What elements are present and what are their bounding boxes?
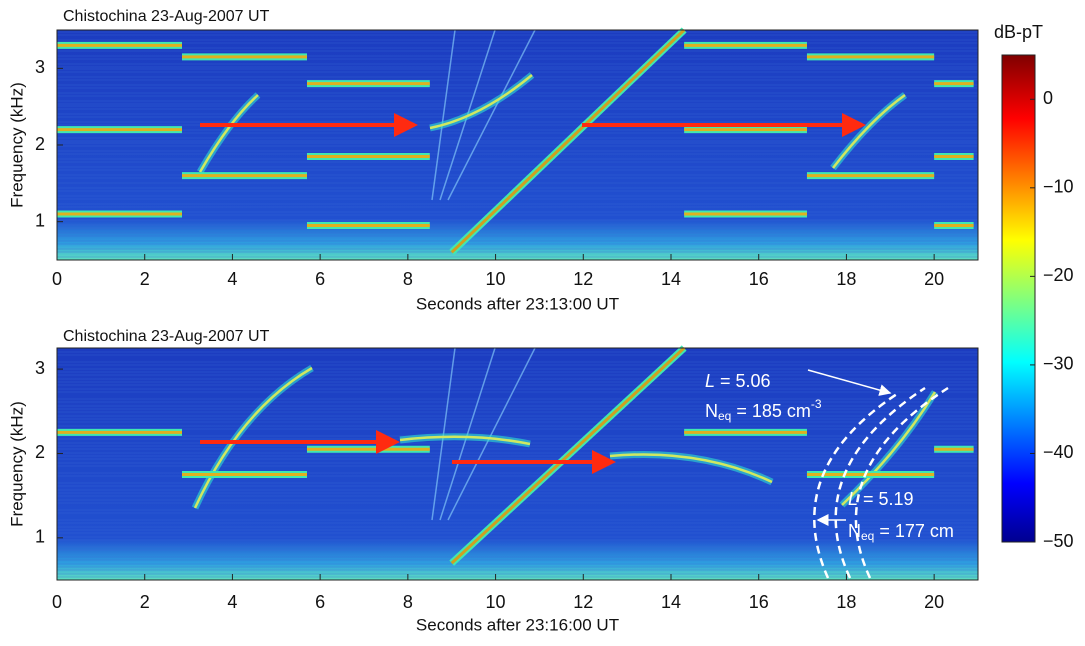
whistler bbox=[841, 391, 937, 506]
x-tick-label: 16 bbox=[749, 269, 769, 289]
y-axis-label: Frequency (kHz) bbox=[7, 82, 26, 208]
annotation: Neq = 185 cm-3 bbox=[705, 397, 822, 423]
x-tick-label: 4 bbox=[227, 592, 237, 612]
annotation-sub: eq bbox=[861, 529, 874, 543]
annotation-sup: -3 bbox=[811, 397, 822, 411]
x-tick-label: 12 bbox=[573, 269, 593, 289]
dashed-curve bbox=[854, 386, 949, 579]
plot-frame bbox=[56, 347, 979, 581]
x-axis-label: Seconds after 23:16:00 UT bbox=[416, 615, 619, 634]
colorbar-tick-label: −10 bbox=[1043, 177, 1074, 197]
annotation: Neq = 177 cm bbox=[848, 521, 954, 543]
colorbar-tick-label: −20 bbox=[1043, 265, 1074, 285]
x-tick-label: 20 bbox=[924, 269, 944, 289]
x-tick-label: 18 bbox=[836, 269, 856, 289]
x-tick-label: 2 bbox=[140, 269, 150, 289]
plot-background bbox=[57, 30, 978, 260]
whistler bbox=[399, 435, 531, 446]
x-tick-label: 14 bbox=[661, 269, 681, 289]
faint-sweep bbox=[447, 347, 536, 521]
annotation-sub: eq bbox=[718, 409, 731, 423]
x-tick-label: 18 bbox=[836, 592, 856, 612]
dashed-curve bbox=[834, 386, 926, 579]
x-tick-label: 6 bbox=[315, 269, 325, 289]
annotation-var: L bbox=[848, 489, 858, 509]
x-tick-label: 20 bbox=[924, 592, 944, 612]
x-tick-label: 10 bbox=[486, 269, 506, 289]
y-tick-label: 2 bbox=[35, 442, 45, 462]
annotation-var: N bbox=[705, 401, 718, 421]
colorbar-label: dB-pT bbox=[994, 22, 1043, 42]
annotation-rest: = 5.19 bbox=[858, 489, 914, 509]
x-tick-label: 16 bbox=[749, 592, 769, 612]
y-tick-label: 3 bbox=[35, 358, 45, 378]
chart-title: Chistochina 23-Aug-2007 UT bbox=[63, 8, 270, 25]
y-tick-label: 3 bbox=[35, 57, 45, 77]
annotation: L = 5.19 bbox=[848, 489, 914, 509]
x-tick-label: 4 bbox=[227, 269, 237, 289]
sweep bbox=[450, 28, 686, 254]
x-tick-label: 12 bbox=[573, 592, 593, 612]
colorbar-tick-label: −40 bbox=[1043, 442, 1074, 462]
x-tick-label: 2 bbox=[140, 592, 150, 612]
x-tick-label: 0 bbox=[52, 592, 62, 612]
faint-sweep bbox=[431, 29, 456, 201]
annotation-rest: = 185 cm bbox=[731, 401, 811, 421]
y-tick-label: 2 bbox=[35, 134, 45, 154]
faint-sweep bbox=[447, 29, 536, 201]
sweep bbox=[450, 346, 686, 565]
colorbar bbox=[1001, 54, 1036, 543]
annotation-rest: = 5.06 bbox=[715, 371, 771, 391]
x-tick-label: 0 bbox=[52, 269, 62, 289]
whistler bbox=[429, 74, 533, 130]
annotation-rest: = 177 cm bbox=[874, 521, 954, 541]
annotation-arrow bbox=[807, 369, 892, 396]
y-tick-label: 1 bbox=[35, 527, 45, 547]
chart-title: Chistochina 23-Aug-2007 UT bbox=[63, 328, 270, 345]
x-tick-label: 14 bbox=[661, 592, 681, 612]
annotation-var: L bbox=[705, 371, 715, 391]
colorbar-tick-label: −30 bbox=[1043, 354, 1074, 374]
y-axis-label: Frequency (kHz) bbox=[7, 401, 26, 527]
x-tick-label: 6 bbox=[315, 592, 325, 612]
colorbar-tick-label: −50 bbox=[1043, 531, 1074, 551]
whistler bbox=[832, 93, 906, 169]
annotation-var: N bbox=[848, 521, 861, 541]
whistler bbox=[193, 366, 313, 509]
x-axis-label: Seconds after 23:13:00 UT bbox=[416, 294, 619, 313]
y-tick-label: 1 bbox=[35, 210, 45, 230]
annotation: L = 5.06 bbox=[705, 371, 771, 391]
x-tick-label: 8 bbox=[403, 269, 413, 289]
dashed-curve bbox=[813, 390, 901, 579]
colorbar-tick-label: 0 bbox=[1043, 88, 1053, 108]
whistler bbox=[609, 453, 773, 484]
x-tick-label: 8 bbox=[403, 592, 413, 612]
x-tick-label: 10 bbox=[486, 592, 506, 612]
